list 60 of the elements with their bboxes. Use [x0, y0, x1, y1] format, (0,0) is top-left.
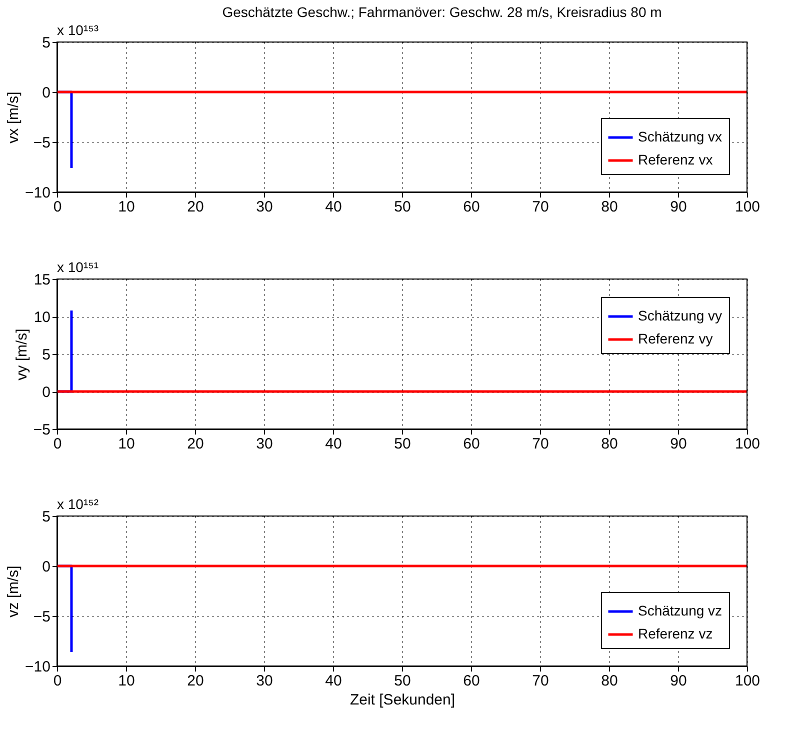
- y-tick-label: 0: [42, 384, 50, 401]
- y-tick-label: 0: [42, 558, 50, 576]
- x-tick-label: 60: [463, 198, 480, 216]
- x-tick-label: 50: [394, 198, 411, 216]
- x-tick-label: 90: [670, 198, 687, 216]
- x-tick-label: 20: [187, 436, 204, 452]
- y-tick-label: 5: [42, 508, 50, 526]
- x-tick-label: 80: [601, 436, 618, 452]
- x-tick-label: 40: [325, 198, 342, 216]
- y-tick-label: 10: [34, 309, 50, 326]
- x-tick-label: 20: [187, 672, 204, 690]
- x-tick-label: 90: [670, 672, 687, 690]
- x-tick-label: 60: [463, 672, 480, 690]
- y-axis-title: vx [m/s]: [5, 92, 22, 144]
- x-axis-title: Zeit [Sekunden]: [350, 692, 456, 708]
- x-tick-label: 100: [734, 436, 760, 452]
- chart-title: Geschätzte Geschw.; Fahrmanöver: Geschw. 28 m/s, Kreisradius 80 m: [222, 4, 662, 20]
- y-tick-label: −10: [25, 658, 50, 676]
- x-tick-label: 70: [532, 198, 549, 216]
- y-tick-label: −5: [33, 134, 50, 152]
- x-tick-label: 30: [256, 672, 273, 690]
- legend-label: Referenz vy: [638, 330, 713, 346]
- x-tick-label: 80: [601, 198, 618, 216]
- y-tick-label: −5: [33, 422, 50, 438]
- legend-label: Schätzung vy: [638, 308, 722, 324]
- x-tick-label: 0: [53, 436, 62, 452]
- x-tick-label: 10: [118, 436, 135, 452]
- y-axis-title: vy [m/s]: [13, 328, 30, 380]
- text: x 10¹⁵³: [57, 22, 99, 38]
- x-tick-label: 0: [53, 198, 62, 216]
- x-tick-label: 70: [532, 672, 549, 690]
- x-tick-label: 30: [256, 198, 273, 216]
- x-tick-label: 10: [118, 198, 135, 216]
- x-tick-label: 40: [325, 672, 342, 690]
- legend-label: Schätzung vx: [638, 128, 722, 144]
- legend-label: Schätzung vz: [638, 602, 722, 618]
- x-tick-label: 0: [53, 672, 62, 690]
- legend-label: Referenz vx: [638, 152, 713, 168]
- x-tick-label: 50: [394, 672, 411, 690]
- y-axis-title: vz [m/s]: [5, 566, 22, 618]
- y-tick-label: 0: [42, 84, 50, 102]
- x-tick-label: 20: [187, 198, 204, 216]
- x-tick-label: 90: [670, 436, 687, 452]
- y-tick-label: −5: [33, 608, 50, 626]
- x-tick-label: 80: [601, 672, 618, 690]
- y-tick-label: 15: [34, 272, 50, 288]
- x-tick-label: 70: [532, 436, 549, 452]
- y-tick-label: −10: [25, 184, 50, 202]
- x-tick-label: 60: [463, 436, 480, 452]
- text: x 10¹⁵²: [57, 496, 99, 512]
- x-tick-label: 30: [256, 436, 273, 452]
- x-tick-label: 50: [394, 436, 411, 452]
- x-tick-label: 10: [118, 672, 135, 690]
- x-tick-label: 40: [325, 436, 342, 452]
- y-tick-label: 5: [42, 34, 50, 52]
- text: x 10¹⁵¹: [57, 259, 99, 275]
- legend-label: Referenz vz: [638, 626, 713, 642]
- x-tick-label: 100: [734, 198, 760, 216]
- y-tick-label: 5: [42, 346, 50, 364]
- x-tick-label: 100: [734, 672, 760, 690]
